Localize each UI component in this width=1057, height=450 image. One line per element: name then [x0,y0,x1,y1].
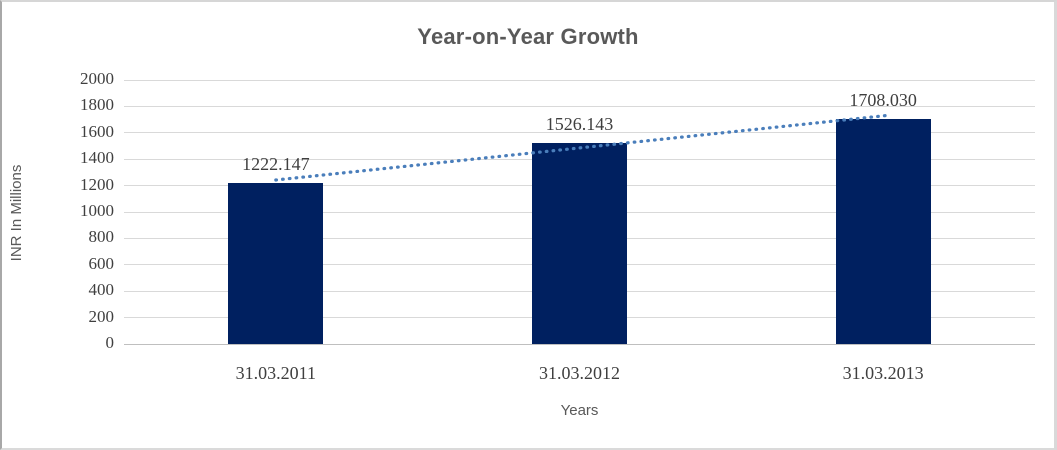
bar-data-label: 1526.143 [545,113,614,134]
gridline [124,79,1035,81]
y-tick-label: 1600 [80,121,114,141]
y-tick-label: 200 [88,306,115,326]
x-category-label: 31.03.2011 [235,363,316,383]
bar [835,118,931,344]
y-tick-label: 2000 [80,69,114,88]
gridline [124,105,1035,107]
bar-data-label: 1222.147 [242,153,310,174]
x-category-label: 31.03.2012 [539,363,620,383]
bar [228,182,324,344]
y-tick-label: 1200 [80,174,114,194]
x-axis-line [124,344,1035,345]
y-tick-label: 600 [88,253,115,273]
chart-title: Year-on-Year Growth [417,24,639,49]
y-tick-label: 1000 [80,201,114,220]
bar [532,142,627,344]
x-category-label: 31.03.2013 [842,363,924,383]
y-tick-label: 800 [88,227,115,247]
y-tick-label: 400 [88,280,115,300]
y-tick-label: 1800 [80,95,114,115]
x-axis-title: Years [560,402,599,419]
y-tick-label: 0 [105,333,115,352]
bar-data-label: 1708.030 [849,89,917,110]
y-axis-title: INR In Millions [8,164,25,262]
y-tick-label: 1400 [80,148,114,168]
